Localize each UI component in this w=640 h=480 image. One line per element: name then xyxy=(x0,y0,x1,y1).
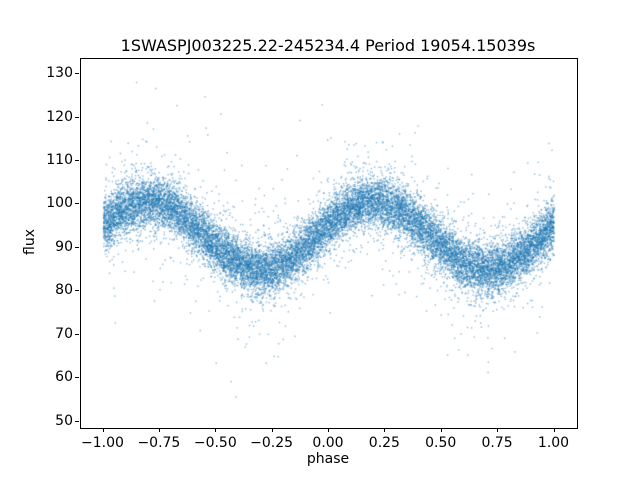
y-tick-label: 110 xyxy=(46,152,73,168)
y-tick-mark xyxy=(75,246,79,248)
x-tick-label: −0.25 xyxy=(250,435,294,451)
y-tick-mark xyxy=(75,160,79,161)
y-tick-mark xyxy=(75,377,79,379)
x-tick-label: −0.75 xyxy=(137,435,181,451)
x-tick-label: 0.00 xyxy=(312,435,344,451)
x-tick-mark xyxy=(440,428,442,432)
chart-title: 1SWASPJ003225.22-245234.4 Period 19054.1… xyxy=(120,36,536,55)
y-tick-mark xyxy=(75,290,79,292)
y-tick-mark xyxy=(75,116,79,118)
plot-area xyxy=(80,58,578,429)
x-tick-mark xyxy=(102,428,104,432)
y-tick-label: 60 xyxy=(55,369,73,386)
x-tick-mark xyxy=(215,428,217,432)
y-tick-mark xyxy=(75,73,79,75)
y-tick-label: 120 xyxy=(46,108,73,125)
x-tick-label: −0.50 xyxy=(193,435,237,451)
x-tick-mark xyxy=(384,428,386,432)
scatter-points-canvas xyxy=(81,59,577,428)
x-tick-label: 1.00 xyxy=(537,435,570,451)
y-tick-mark xyxy=(75,333,79,335)
x-tick-mark xyxy=(553,428,555,432)
y-tick-mark xyxy=(75,420,79,422)
y-tick-mark xyxy=(75,203,79,205)
y-tick-label: 50 xyxy=(55,412,73,429)
x-tick-mark xyxy=(328,428,329,432)
x-tick-label: −1.00 xyxy=(81,435,124,451)
y-tick-label: 90 xyxy=(55,238,73,255)
x-tick-label: 0.75 xyxy=(481,435,513,451)
x-tick-mark xyxy=(497,428,499,432)
y-tick-label: 100 xyxy=(46,195,73,212)
y-tick-label: 70 xyxy=(55,325,73,342)
x-tick-label: 0.50 xyxy=(425,435,457,451)
y-tick-label: 130 xyxy=(46,65,73,82)
x-axis-label: phase xyxy=(306,451,350,467)
x-tick-mark xyxy=(158,428,160,432)
y-tick-label: 80 xyxy=(55,282,73,299)
x-tick-mark xyxy=(271,428,273,432)
x-tick-label: 0.25 xyxy=(368,435,400,451)
